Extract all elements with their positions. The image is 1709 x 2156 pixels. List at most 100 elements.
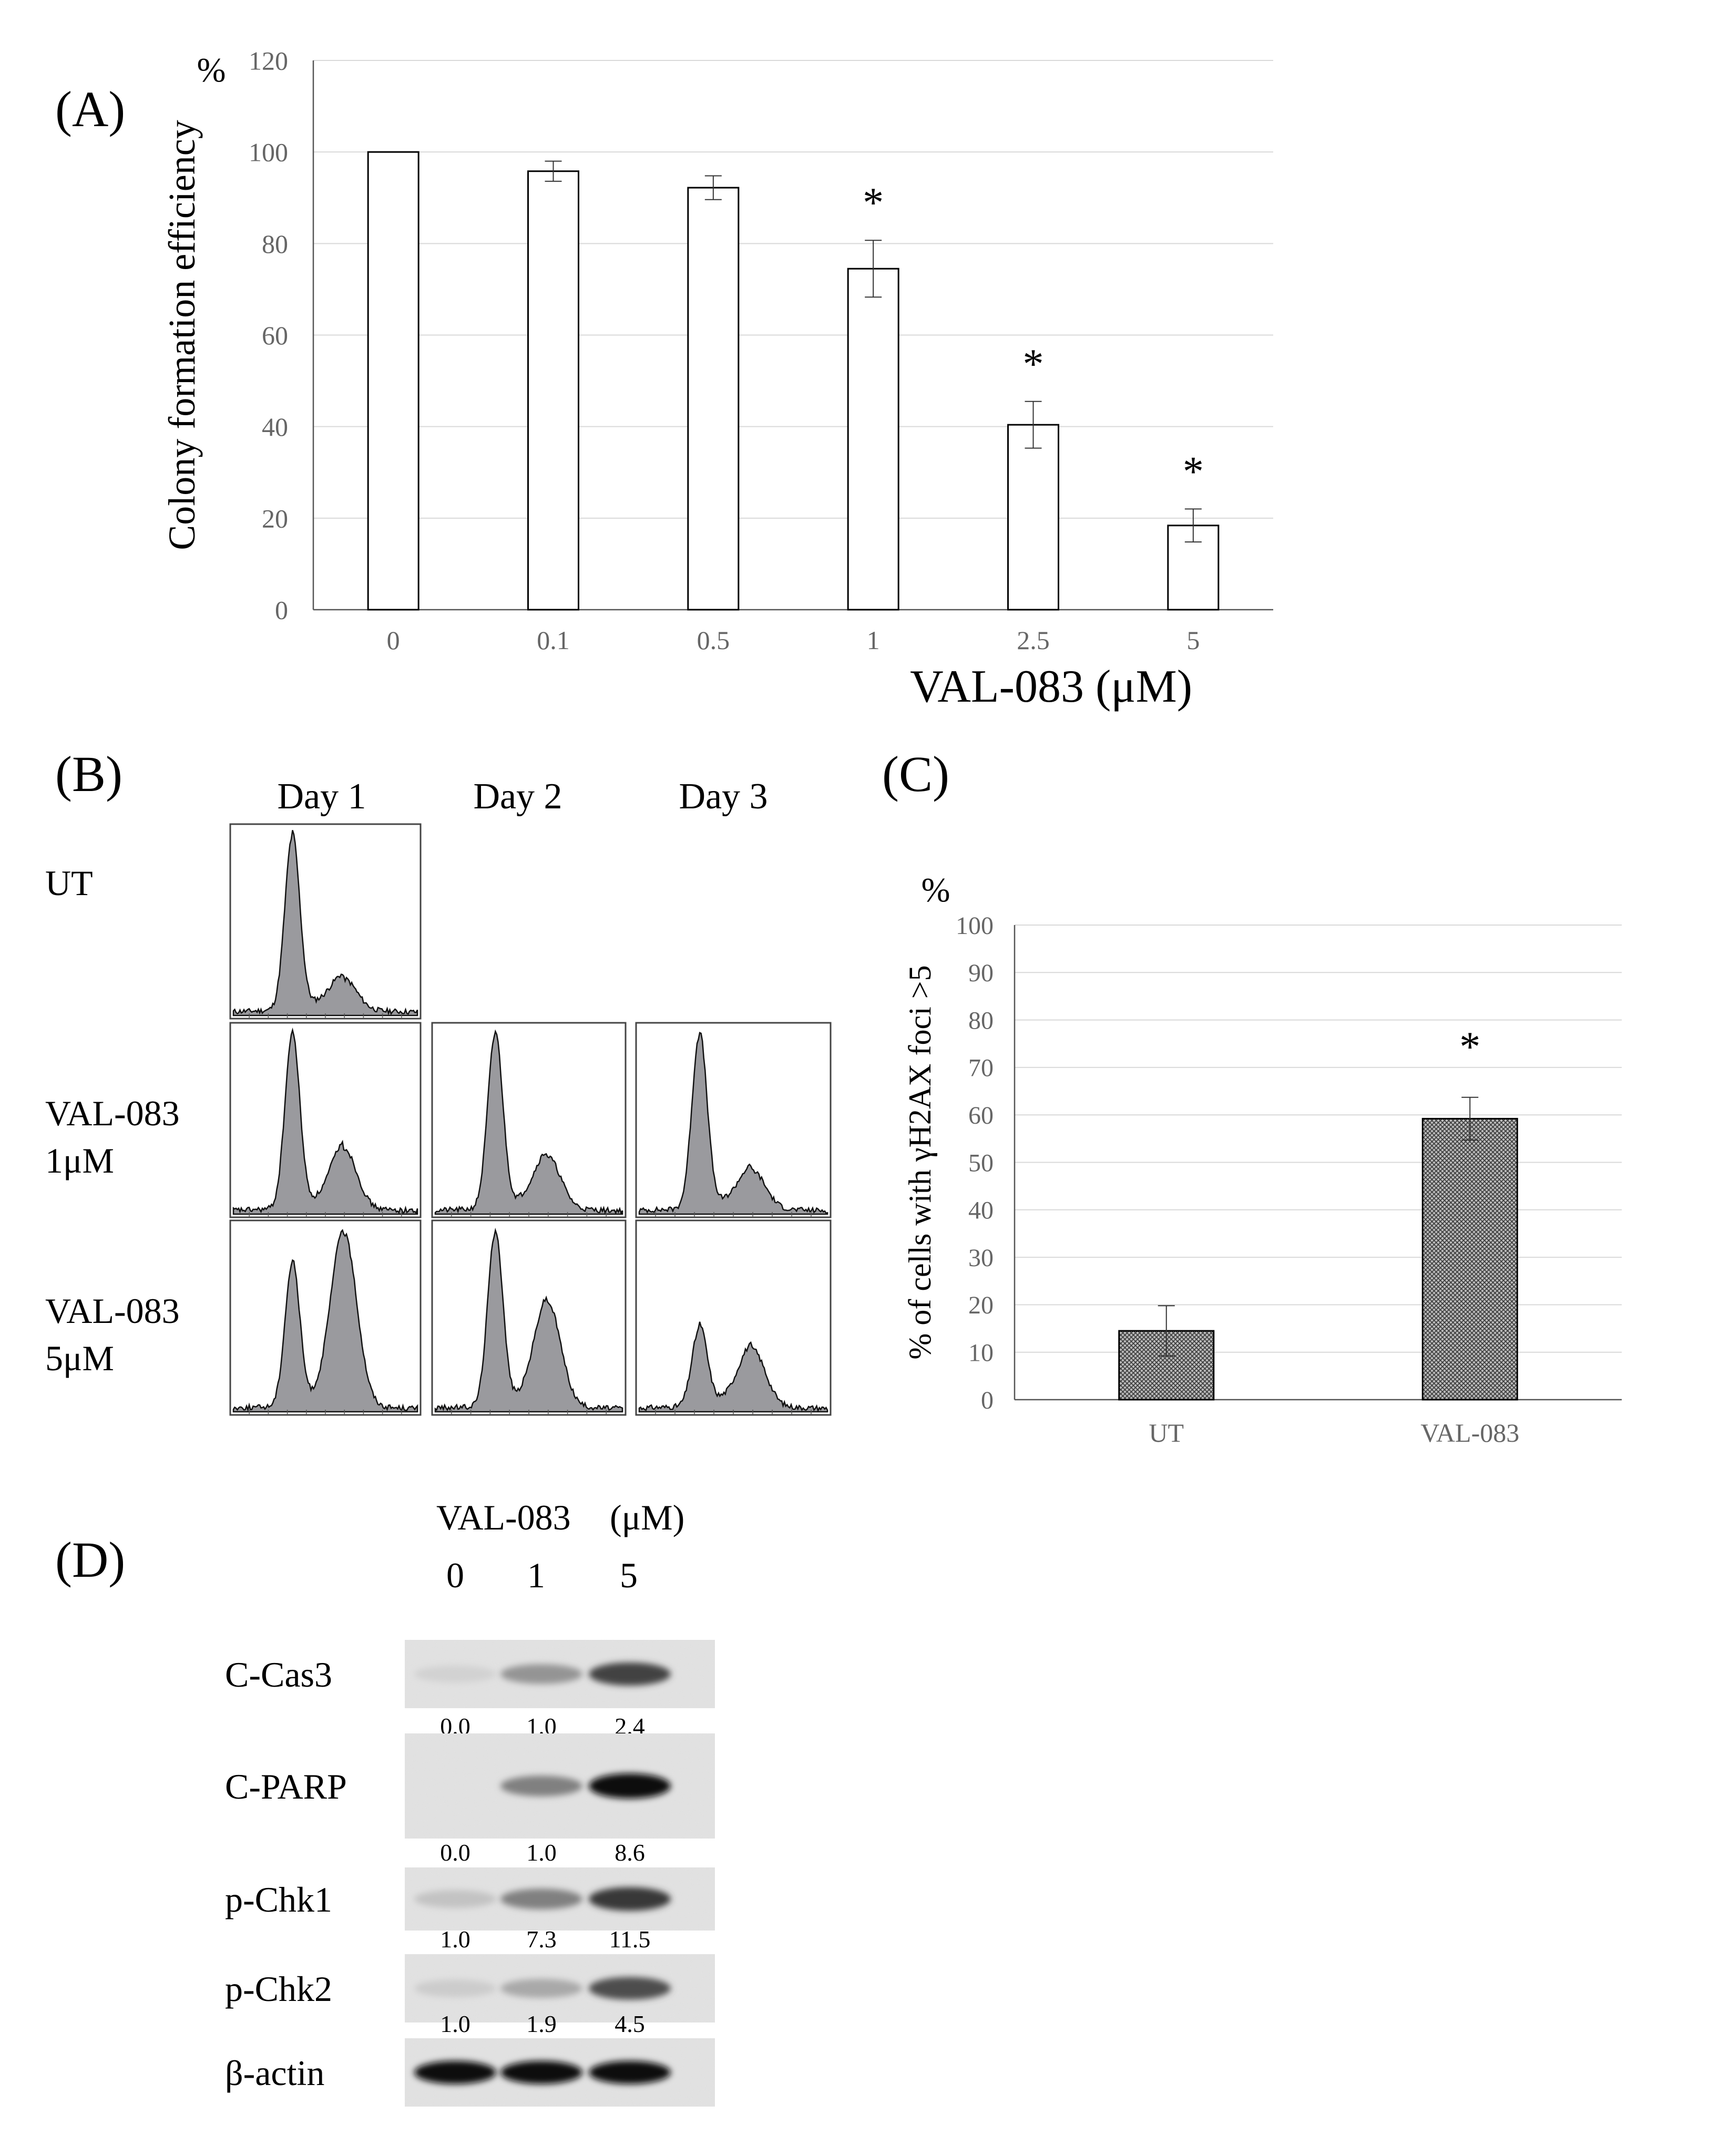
x-tick-label: 0.1 [537,625,570,655]
blot-name: p-Chk2 [225,1969,332,2009]
unit-label: % [197,51,226,89]
histogram-curve [232,830,418,1017]
y-tick-label: 50 [968,1149,994,1177]
blot-band [500,1775,582,1796]
row-label-line1: VAL-083 [45,1291,180,1331]
y-tick-label: 80 [968,1007,994,1034]
y-tick-label: 0 [275,596,288,625]
y-axis-label: Colony formation efficiency [161,120,203,550]
quant-value: 8.6 [615,1839,645,1866]
row-label-line2: 1μM [45,1141,114,1180]
unit-label: % [922,871,950,909]
bar-VAL-083 [1421,1117,1518,1401]
x-axis-label: VAL-083 (μM) [910,661,1192,712]
blot-band [589,2061,671,2084]
quant-value: 1.9 [526,2010,557,2037]
histogram-curve [232,1229,418,1413]
panel-label-b: (B) [55,746,122,802]
row-label-line1: VAL-083 [45,1093,180,1133]
significance-star: * [1459,1024,1480,1070]
treatment-label: VAL-083 [436,1497,571,1537]
panel-label-c: (C) [882,746,949,802]
quant-value: 1.0 [440,1926,470,1953]
histogram-frame [229,823,422,1020]
y-tick-label: 20 [968,1291,994,1319]
bar-0.1 [527,170,579,611]
panel-b-cell-cycle-histograms: Day 1 Day 2 Day 3 UT VAL-083 1μM VAL-083 5μM [45,776,832,1416]
significance-star: * [1023,341,1044,387]
blot-band [589,1887,671,1911]
quant-value: 11.5 [609,1926,651,1953]
histogram [635,1219,832,1416]
blot-β-actin: β-actin [225,2038,715,2107]
histogram [229,823,422,1020]
blot-band [500,1979,582,1998]
y-tick-label: 60 [262,321,288,350]
day-header: Day 2 [473,776,562,817]
x-tick-label: 5 [1186,625,1200,655]
bar-2.5 [1007,424,1059,611]
blot-name: C-Cas3 [225,1655,332,1695]
lane-label: 1 [527,1555,545,1595]
blot-p-Chk2: p-Chk2 1.0 1.9 4.5 [225,1954,715,2037]
y-tick-label: 70 [968,1054,994,1082]
quant-value: 1.0 [526,1839,557,1866]
x-tick-label: 2.5 [1017,625,1050,655]
blot-p-Chk1: p-Chk1 1.0 7.3 11.5 [225,1867,715,1953]
lane-label: 0 [446,1555,464,1595]
y-tick-label: 90 [968,959,994,987]
chart-a-colony-formation: 0 20 40 60 80 100 120 0 0.1 0.5 * 1 * 2.5 * 5% Colony fo… [161,46,1273,712]
y-tick-label: 60 [968,1102,994,1130]
x-tick-label: UT [1149,1418,1184,1447]
x-tick-label: VAL-083 [1420,1418,1519,1447]
y-tick-label: 20 [262,504,288,533]
y-tick-label: 80 [262,229,288,259]
blot-band [589,1977,671,2000]
x-tick-label: 0 [387,625,400,655]
y-tick-label: 40 [262,412,288,442]
blot-name: C-PARP [225,1767,347,1806]
quant-value: 0.0 [440,1839,470,1866]
histogram-curve [638,1031,828,1215]
x-tick-label: 0.5 [697,625,730,655]
histogram-curve [232,1027,418,1215]
blot-band [414,1665,496,1683]
row-label: UT [45,863,93,903]
y-tick-label: 10 [968,1339,994,1367]
day-header: Day 1 [277,776,366,817]
significance-star: * [863,180,884,226]
chart-c-gh2ax-foci: 0 10 20 30 40 50 60 70 80 90 100 UT * VAL-083% % of ce… [903,871,1622,1447]
unit-label: (μM) [610,1497,684,1537]
blot-band [589,1773,671,1799]
y-tick-label: 40 [968,1197,994,1225]
panel-label-a: (A) [55,81,125,137]
histogram-curve [638,1321,828,1413]
blot-band [500,1888,582,1909]
y-tick-label: 100 [249,138,288,167]
blot-band [500,1664,582,1684]
histogram-frame [635,1022,832,1218]
blot-band [500,2061,582,2084]
quant-value: 4.5 [615,2010,645,2037]
y-axis-label: % of cells with γH2AX foci >5 [903,965,937,1359]
x-tick-label: 1 [867,625,880,655]
blot-name: β-actin [225,2053,324,2093]
bar-0 [367,151,419,611]
blot-C-PARP: C-PARP 0.0 1.0 8.6 [225,1733,715,1866]
blot-name: p-Chk1 [225,1880,332,1919]
histogram [635,1022,832,1218]
y-tick-label: 30 [968,1244,994,1272]
histogram-curve [434,1029,623,1215]
y-tick-label: 0 [981,1387,994,1414]
quant-value: 7.3 [526,1926,557,1953]
significance-star: * [1183,448,1204,495]
y-tick-label: 120 [249,46,288,76]
blot-band [414,2061,496,2084]
y-tick-label: 100 [956,912,994,940]
blot-band [414,1890,496,1908]
panel-label-d: (D) [55,1532,125,1588]
bar-0.5 [687,187,740,611]
